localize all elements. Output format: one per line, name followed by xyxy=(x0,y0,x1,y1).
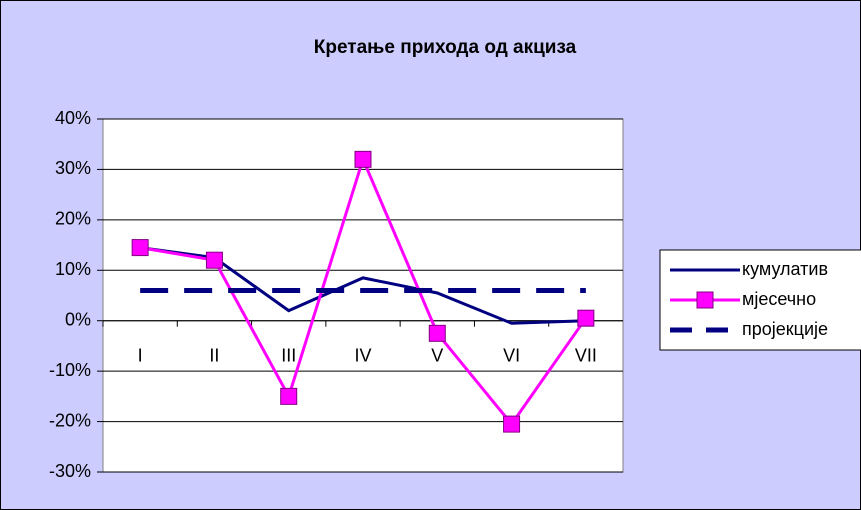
y-tick-label: 10% xyxy=(55,259,91,279)
x-tick-label: VII xyxy=(575,345,597,365)
x-tick-label: V xyxy=(431,345,443,365)
y-tick-label: 0% xyxy=(65,309,91,329)
x-tick-label: I xyxy=(138,345,143,365)
y-tick-label: -10% xyxy=(49,360,91,380)
x-tick-label: IV xyxy=(354,345,371,365)
y-tick-label: -30% xyxy=(49,461,91,481)
x-tick-label: II xyxy=(209,345,219,365)
marker xyxy=(428,324,446,342)
legend-label: кумулатив xyxy=(742,259,828,279)
y-tick-label: 30% xyxy=(55,158,91,178)
x-tick-label: VI xyxy=(503,345,520,365)
legend-marker xyxy=(696,291,714,309)
marker xyxy=(280,387,298,405)
y-tick-label: 20% xyxy=(55,209,91,229)
y-tick-label: 40% xyxy=(55,108,91,128)
marker xyxy=(205,251,223,269)
plot-area xyxy=(102,118,624,473)
marker xyxy=(131,239,149,257)
chart-title: Кретање прихода од акциза xyxy=(314,37,577,58)
legend-label: пројекције xyxy=(742,319,828,339)
marker xyxy=(577,309,595,327)
legend-label: мјесечно xyxy=(742,289,816,309)
y-tick-label: -20% xyxy=(49,410,91,430)
marker xyxy=(354,150,372,168)
marker xyxy=(503,415,521,433)
x-tick-label: III xyxy=(281,345,296,365)
